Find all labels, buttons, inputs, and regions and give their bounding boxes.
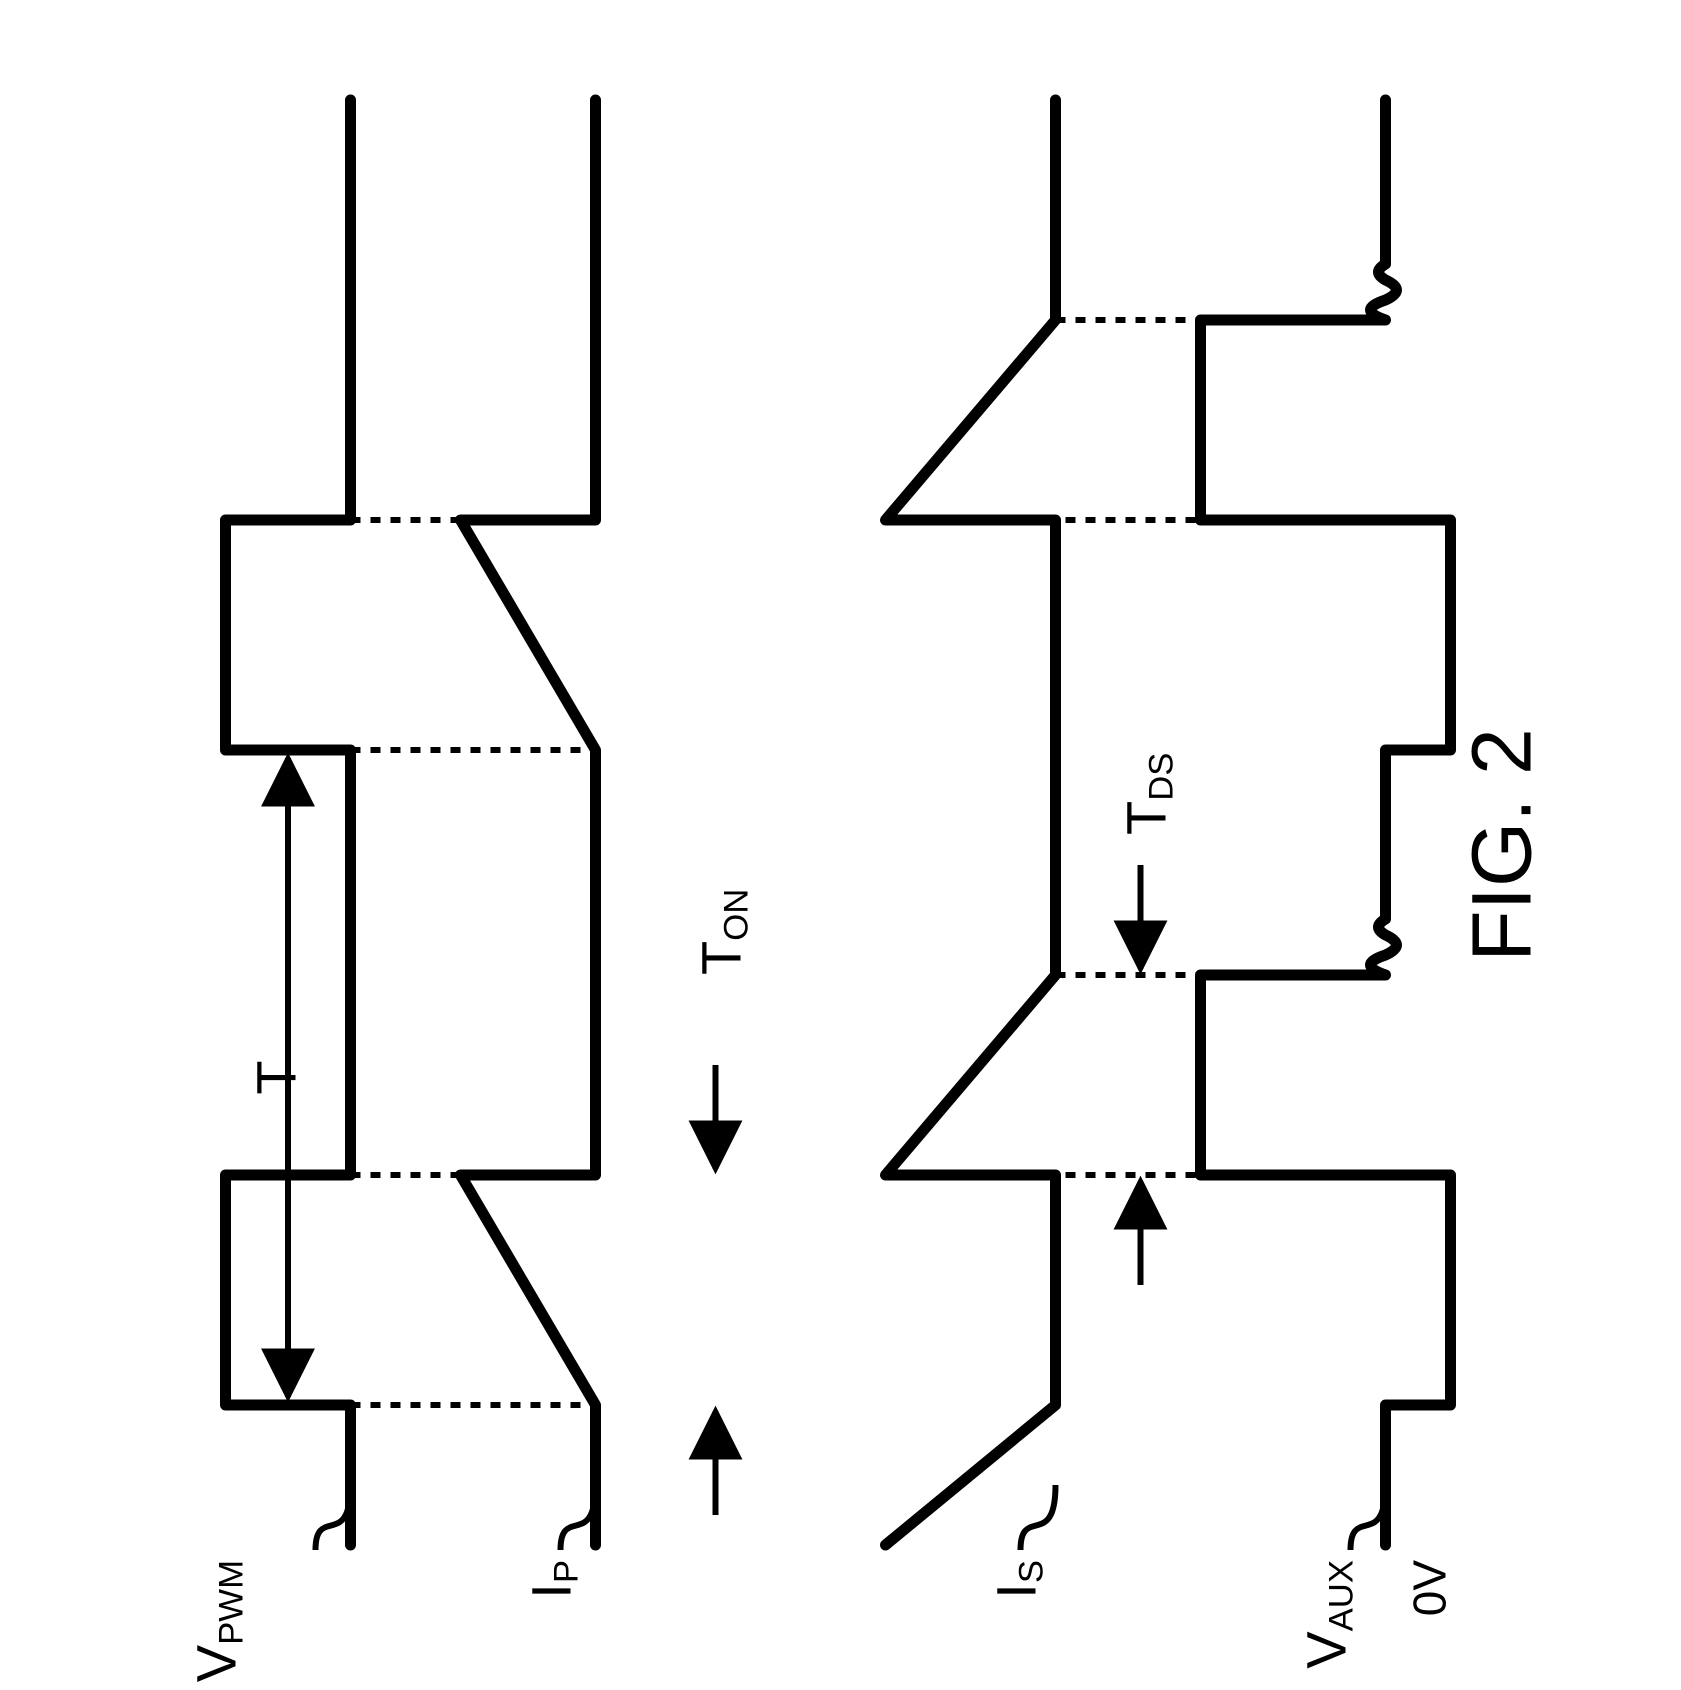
lead-is	[1021, 1485, 1056, 1550]
timing-diagram: VPWM IP IS VAUX 0V T TON TDS FIG. 2	[0, 0, 1681, 1690]
label-vaux: VAUX	[1295, 1560, 1361, 1669]
label-TDS: TDS	[1115, 753, 1181, 835]
figure-caption: FIG. 2	[1455, 728, 1549, 961]
vaux-waveform	[1201, 100, 1451, 1545]
is-waveform	[886, 100, 1056, 1545]
label-ip: IP	[520, 1560, 586, 1599]
label-TON: TON	[690, 889, 756, 975]
label-T: T	[245, 1060, 308, 1094]
label-is: IS	[985, 1560, 1051, 1599]
label-0v: 0V	[1404, 1560, 1456, 1617]
ip-waveform	[461, 100, 596, 1545]
label-vpwm: VPWM	[185, 1560, 251, 1682]
